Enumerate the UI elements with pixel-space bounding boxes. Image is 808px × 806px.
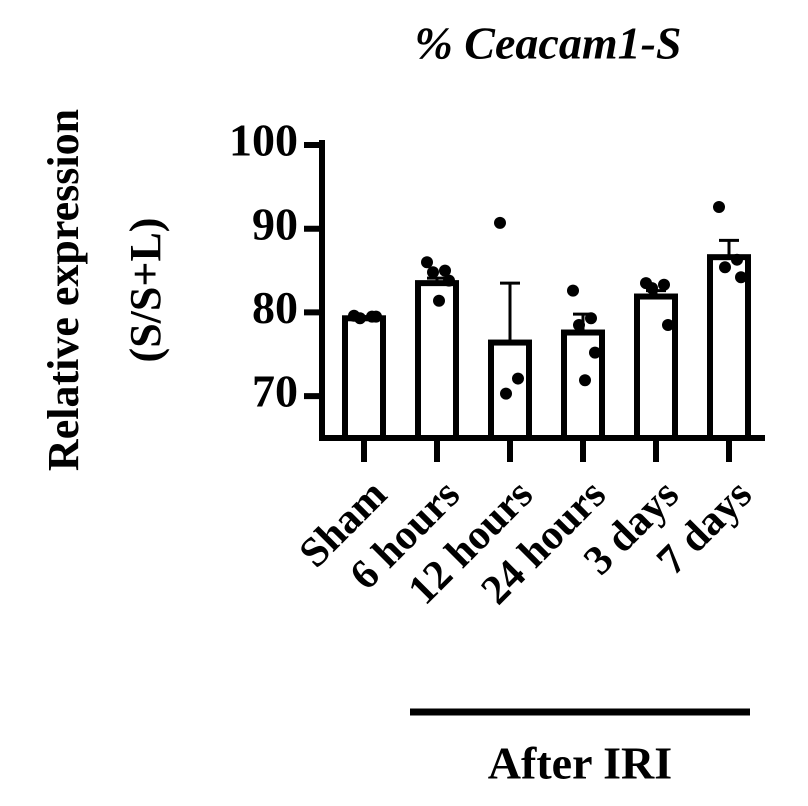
data-point bbox=[579, 374, 591, 387]
data-point bbox=[713, 200, 725, 213]
data-point bbox=[567, 284, 579, 297]
data-point bbox=[573, 318, 585, 331]
data-point bbox=[427, 266, 439, 279]
data-point bbox=[433, 294, 445, 307]
data-point bbox=[494, 216, 506, 229]
data-point bbox=[731, 253, 743, 266]
y-tick-label: 100 bbox=[229, 115, 298, 166]
group-label: After IRI bbox=[488, 738, 672, 789]
data-point bbox=[719, 261, 731, 274]
y-tick-label: 90 bbox=[252, 198, 298, 249]
y-tick-label: 80 bbox=[252, 282, 298, 333]
bar bbox=[707, 254, 751, 442]
bar bbox=[342, 315, 386, 441]
data-point bbox=[589, 346, 601, 359]
bar bbox=[634, 293, 678, 441]
data-point bbox=[500, 387, 512, 400]
y-axis-label: Relative expression bbox=[39, 109, 88, 471]
data-point bbox=[443, 274, 455, 287]
data-point bbox=[370, 310, 382, 323]
data-point bbox=[662, 318, 674, 331]
data-point bbox=[658, 278, 670, 291]
y-tick-label: 70 bbox=[252, 366, 298, 417]
data-point bbox=[646, 282, 658, 295]
data-point bbox=[735, 271, 747, 284]
y-axis-label: (S/S+L) bbox=[121, 218, 170, 363]
data-point bbox=[354, 312, 366, 325]
data-point bbox=[421, 256, 433, 269]
data-point bbox=[585, 312, 597, 325]
data-point bbox=[439, 264, 451, 277]
data-point bbox=[512, 372, 524, 385]
chart-title: % Ceacam1-S bbox=[414, 18, 681, 69]
